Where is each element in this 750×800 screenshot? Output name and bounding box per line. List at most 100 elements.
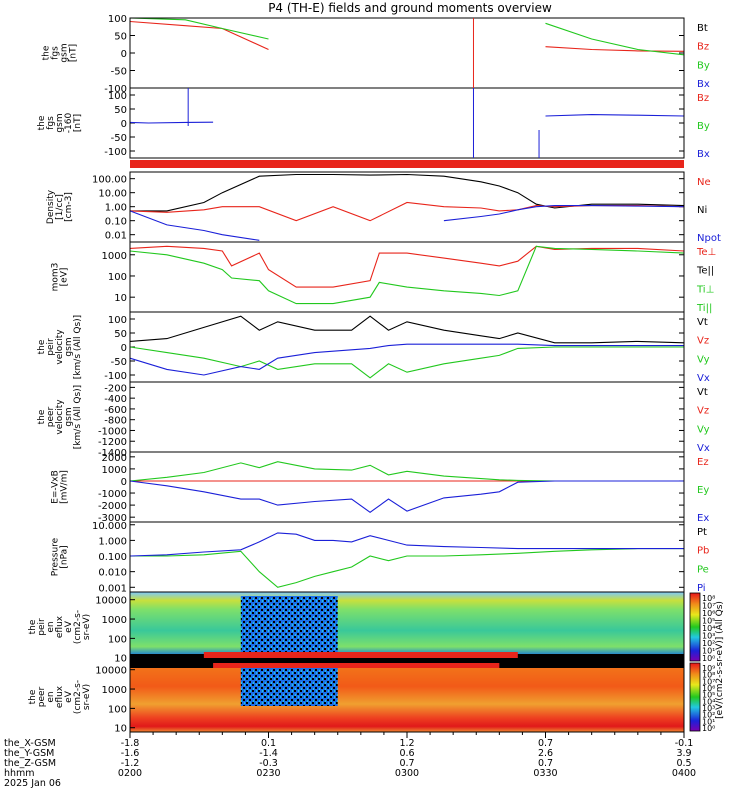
y-tick-label: -600 — [104, 405, 127, 416]
spectrogram — [130, 662, 684, 732]
y-tick-label: 100 — [108, 315, 127, 326]
series-line-Ne — [129, 201, 685, 222]
colorbar-tick-label: 10⁷ — [702, 677, 715, 686]
legend-label: Pi — [697, 583, 706, 594]
colorbar-tick-label: 10⁶ — [702, 684, 715, 693]
y-tick-label: 100 — [108, 704, 127, 715]
y-tick-label: -1000 — [98, 426, 127, 437]
y-gsm-label: 2.6 — [538, 748, 553, 759]
panel-2: 100 50 0 -50 -100 thefgsgsm-160[nT] Bz By Bx — [37, 87, 710, 160]
y-axis-label-line: -160 — [64, 113, 74, 134]
z-gsm-label: 0.7 — [399, 758, 414, 769]
colorbar-tick-label: 10⁵ — [702, 617, 715, 626]
y-tick-label: 0 — [121, 49, 127, 60]
y-tick-label: 50 — [114, 32, 127, 43]
y-axis-label-line: gsm — [60, 43, 70, 62]
y-tick-label: -3000 — [98, 513, 127, 524]
panel-3: 100.00 10.00 1.00 0.10 0.01 Density[1/cc][cm-… — [46, 171, 721, 244]
y-tick-label: 50 — [114, 329, 127, 340]
y-axis-label-line: the — [28, 689, 38, 704]
legend-label: Npot — [697, 233, 721, 244]
y-tick-label: 0.010 — [98, 568, 127, 579]
y-axis-label-line: [nPa] — [60, 545, 70, 568]
legend-label: Bz — [697, 93, 709, 104]
axis-row-label: the_Z-GSM — [4, 758, 56, 769]
axis-row-label: the_X-GSM — [4, 738, 56, 749]
x-gsm-label: 0.7 — [538, 738, 553, 749]
legend-label: Ti⊥ — [696, 284, 714, 295]
y-axis-label-line: [km/s (All Qs)] — [73, 315, 83, 379]
y-axis-label-line: eflux — [55, 615, 65, 638]
y-axis-label-line: en — [46, 621, 56, 632]
colorbar-tick-label: 10⁰ — [702, 724, 715, 733]
spectrogram-region — [240, 666, 338, 706]
legend-label: Te|| — [696, 266, 714, 277]
z-gsm-label: 0.7 — [538, 758, 553, 769]
y-axis-label-line: [nT] — [73, 114, 83, 132]
x-gsm-label: 0.1 — [261, 738, 276, 749]
axis-row-label: the_Y-GSM — [4, 748, 54, 759]
series-line-Vt — [129, 315, 685, 344]
y-tick-label: 50 — [114, 105, 127, 116]
y-tick-label: -100 — [104, 147, 127, 158]
y-axis-label: thepeerenefluxeV(cm2-s-sr-eV) — [28, 680, 92, 714]
legend-label: Pb — [697, 546, 709, 557]
z-gsm-label: -1.2 — [121, 758, 140, 769]
series-line-Ni — [130, 173, 685, 212]
series-line-Bx — [129, 114, 685, 124]
axis-row-label: 2025 Jan 06 — [4, 778, 61, 789]
colorbar-tick-label: 10⁶ — [702, 609, 715, 618]
series-line-Ey — [129, 461, 684, 482]
y-axis-label: mom3[eV] — [51, 263, 70, 292]
series-line-Pe — [130, 548, 684, 588]
y-tick-label: -1400 — [98, 448, 127, 459]
y-axis-label-line: mom3 — [51, 263, 61, 292]
time-tick-label: 0330 — [533, 768, 557, 779]
panel-5: 100 50 0 -50 -100 thepeirvelocitygsm[km/s (Al… — [37, 311, 710, 384]
y-axis-label-line: Density — [46, 189, 56, 224]
y-tick-label: -2000 — [98, 501, 127, 512]
y-axis-label-line: the — [42, 45, 52, 60]
y-tick-label: 100 — [108, 272, 127, 283]
y-tick-label: -400 — [104, 394, 127, 405]
y-axis-label-line: peer — [46, 406, 56, 427]
legend-label: Bz — [697, 42, 709, 53]
y-tick-label: 0.100 — [98, 552, 127, 563]
y-axis-label: thepeirenefluxeV(cm2-s-sr-eV) — [28, 610, 92, 644]
colorbar-tick-label: 10⁰ — [702, 654, 715, 663]
y-axis-label-line: gsm — [64, 337, 74, 356]
x-gsm-label: -1.8 — [121, 738, 140, 749]
y-tick-label: 1.00 — [105, 203, 127, 214]
y-tick-label: 0.10 — [105, 217, 127, 228]
y-tick-label: 1000 — [102, 465, 127, 476]
colorbar — [689, 592, 701, 662]
y-tick-label: 100.00 — [92, 175, 127, 186]
y-axis-label-line: gsm — [55, 113, 65, 132]
y-axis-label-line: fgs — [51, 46, 61, 60]
x-gsm-label: 1.2 — [399, 738, 414, 749]
panel-6: -200-400-600-800-1000-1200-1400 thepeerve… — [37, 381, 710, 459]
y-tick-label: -800 — [104, 416, 127, 427]
y-tick-label: 100 — [108, 634, 127, 645]
panel-1: 100 50 0 -50 -100 thefgsgsm[nT] Bt Bz By Bx — [42, 14, 710, 95]
colorbar-tick-label: 10² — [702, 711, 715, 720]
colorbar-tick-label: 10⁸ — [702, 671, 715, 680]
y-tick-label: 10 — [114, 724, 127, 735]
y-axis-label-line: velocity — [55, 399, 65, 435]
legend-label: By — [697, 60, 710, 71]
x-gsm-label: -0.1 — [675, 738, 694, 749]
panel-frame — [129, 87, 685, 159]
y-tick-label: -50 — [111, 357, 127, 368]
y-tick-label: 100 — [108, 14, 127, 25]
panel-frame — [129, 171, 685, 243]
series-line-Bz — [129, 20, 685, 52]
colorbar-tick-label: 10⁹ — [702, 664, 715, 673]
legend-label: Ey — [697, 485, 709, 496]
y-tick-label: 0.001 — [98, 583, 127, 594]
legend-label: Vy — [697, 424, 710, 435]
y-gsm-label: -1.6 — [121, 748, 140, 759]
y-tick-label: 1000 — [102, 615, 127, 626]
y-axis-label-line: velocity — [55, 329, 65, 365]
legend-label: Vz — [697, 336, 709, 347]
colorbar-tick-label: 10¹ — [702, 717, 715, 726]
